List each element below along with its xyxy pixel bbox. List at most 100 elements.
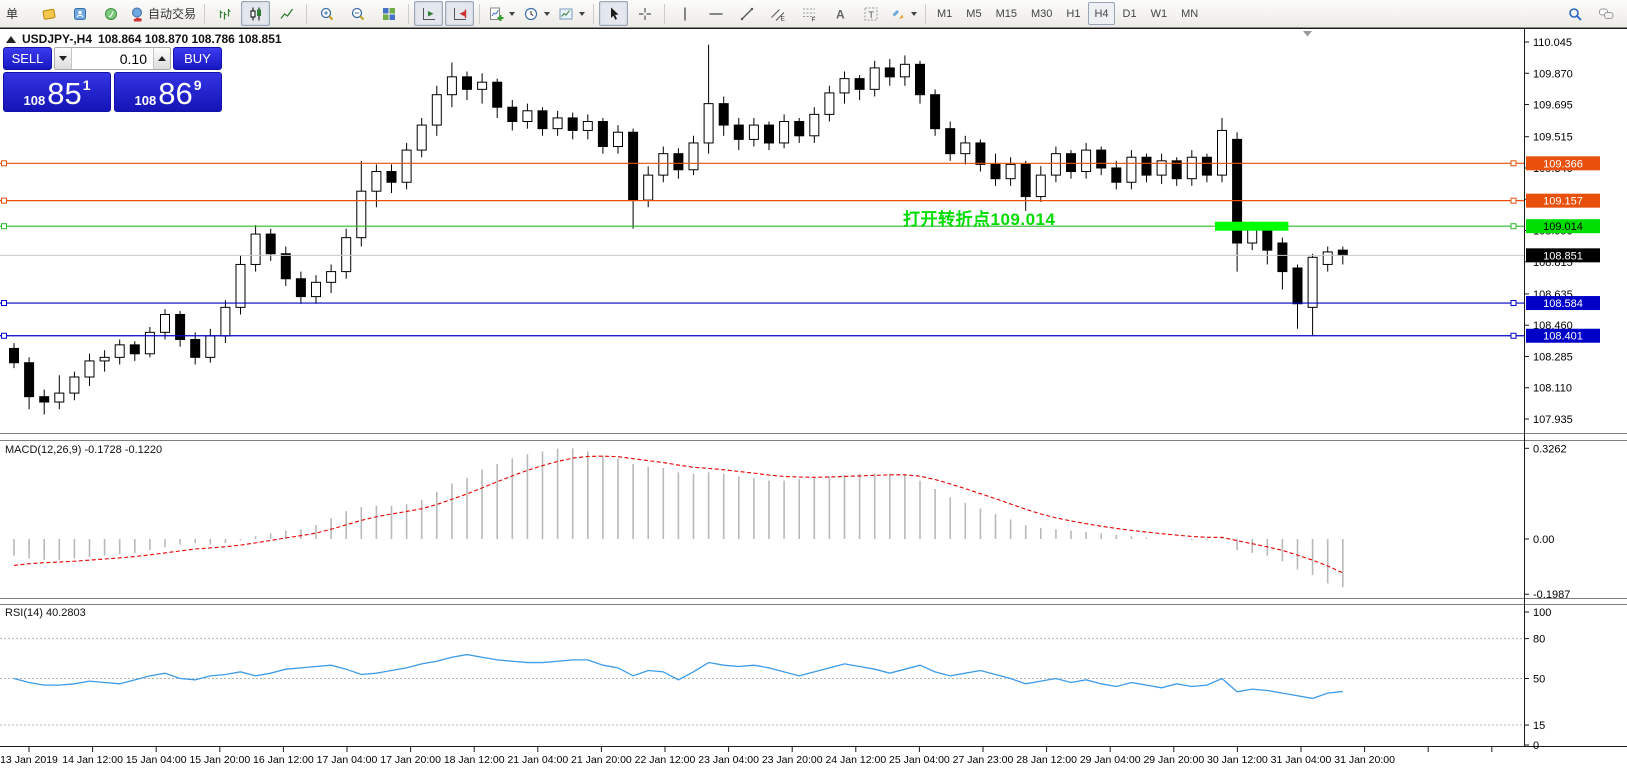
profile-icon — [73, 7, 86, 20]
timeframe-m15-button[interactable]: M15 — [995, 7, 1017, 20]
candle — [160, 313, 170, 333]
buy-price-button[interactable]: 108 86 9 — [114, 72, 222, 112]
buy-button[interactable]: BUY — [173, 47, 222, 70]
macd-scale[interactable]: 0.3262 0.00 -0.1987 — [1524, 443, 1570, 601]
price-line-109.366[interactable] — [0, 160, 1524, 167]
svg-text:109.014: 109.014 — [1543, 221, 1583, 233]
equidistant-channel-button[interactable]: E — [763, 1, 792, 26]
zoom-in-button[interactable] — [312, 1, 341, 26]
new-order-button[interactable]: 单 — [6, 7, 19, 21]
timeframe-m5-button[interactable]: M5 — [966, 7, 982, 20]
expand-panel-triangle-icon[interactable] — [6, 35, 16, 43]
templates-button[interactable] — [555, 1, 588, 26]
candle — [733, 124, 744, 140]
candle — [658, 153, 669, 176]
text-label-button[interactable]: T — [856, 1, 885, 26]
candle — [356, 190, 367, 239]
candlestick-chart-button[interactable] — [241, 1, 271, 26]
market-watch-button[interactable] — [65, 1, 94, 26]
price-line-108.584[interactable] — [0, 300, 1524, 307]
price-line-108.401[interactable] — [0, 332, 1524, 339]
line-handle[interactable] — [1510, 197, 1517, 204]
svg-text:109.870: 109.870 — [1533, 68, 1573, 80]
svg-text:23 Jan 20:00: 23 Jan 20:00 — [762, 754, 823, 766]
price-line-109.014[interactable] — [0, 223, 1524, 230]
time-scale[interactable]: 13 Jan 2019 14 Jan 12:00 15 Jan 04:00 15 Ja… — [0, 747, 1493, 766]
line-handle[interactable] — [1, 160, 7, 167]
auto-trading-button-label: 自动交易 — [148, 7, 197, 21]
line-handle[interactable] — [1510, 223, 1517, 230]
sell-button[interactable]: SELL — [3, 47, 52, 70]
auto-scroll-button[interactable] — [414, 1, 444, 26]
candle — [1217, 129, 1227, 176]
turning-point-annotation[interactable]: 打开转折点109.014 — [903, 210, 1056, 229]
sell-price-button[interactable]: 108 85 1 — [3, 72, 111, 112]
candle — [401, 149, 412, 183]
timeframe-h1-button[interactable]: H1 — [1066, 7, 1081, 20]
line-handle[interactable] — [1, 197, 7, 204]
autotrade-icon — [132, 7, 142, 21]
crosshair-button[interactable] — [630, 1, 659, 26]
svg-text:F: F — [811, 16, 815, 22]
line-handle[interactable] — [1, 223, 7, 230]
trendline-button[interactable] — [732, 1, 761, 26]
zoom-out-button[interactable] — [343, 1, 372, 26]
fibonacci-button[interactable]: F — [794, 1, 823, 26]
timeframe-m1-button[interactable]: M1 — [937, 7, 953, 20]
chart-shift-marker-icon[interactable] — [1303, 31, 1312, 37]
candle — [1005, 163, 1016, 180]
symbol-period-label: USDJPY-,H4 — [22, 32, 93, 46]
candle — [990, 163, 1001, 180]
candle — [794, 121, 805, 137]
svg-text:108.110: 108.110 — [1533, 383, 1572, 395]
periods-button[interactable] — [520, 1, 553, 26]
spin-down-icon — [59, 56, 67, 61]
timeframe-h4-button[interactable]: H4 — [1088, 2, 1115, 25]
vertical-line-button[interactable] — [670, 1, 699, 26]
signals-button[interactable] — [96, 1, 125, 26]
line-handle[interactable] — [1, 332, 7, 339]
line-handle[interactable] — [1, 300, 7, 307]
cursor-button[interactable] — [599, 1, 629, 26]
line-handle[interactable] — [1510, 332, 1517, 339]
line-handle[interactable] — [1510, 300, 1517, 307]
line-handle[interactable] — [1510, 160, 1517, 167]
search-button[interactable] — [1560, 1, 1589, 26]
svg-text:27 Jan 23:00: 27 Jan 23:00 — [953, 754, 1014, 766]
text-button[interactable]: A — [825, 1, 854, 26]
turning-point-highlight[interactable] — [1215, 221, 1289, 231]
candle — [54, 392, 65, 403]
candle — [899, 63, 910, 78]
community-chat-button[interactable] — [1591, 1, 1620, 26]
volume-decrease-button[interactable] — [55, 48, 72, 69]
svg-text:109.157: 109.157 — [1543, 196, 1583, 208]
timeframe-m30-button[interactable]: M30 — [1030, 7, 1053, 20]
svg-text:0.3262: 0.3262 — [1533, 443, 1567, 455]
volume-increase-button[interactable] — [153, 48, 170, 69]
toolbar-separator — [204, 3, 206, 24]
price-line-109.157[interactable] — [0, 197, 1524, 204]
rsi-scale[interactable]: 100 80 50 15 0 — [1524, 607, 1551, 752]
bar-chart-button[interactable] — [210, 1, 239, 26]
indicators-button[interactable] — [485, 1, 518, 26]
candle — [522, 110, 533, 123]
svg-text:31 Jan 20:00: 31 Jan 20:00 — [1334, 754, 1395, 766]
linechart-icon — [280, 8, 293, 19]
arrows-button[interactable] — [887, 1, 920, 26]
candle — [1322, 251, 1333, 265]
tile-windows-button[interactable] — [374, 1, 403, 26]
timeframe-d1-button[interactable]: D1 — [1122, 7, 1137, 20]
line-chart-button[interactable] — [272, 1, 301, 26]
timeframe-mn-button[interactable]: MN — [1181, 7, 1199, 20]
auto-trading-button[interactable]: 自动交易 — [127, 1, 199, 26]
volume-input[interactable]: 0.10 — [72, 48, 153, 69]
svg-text:17 Jan 20:00: 17 Jan 20:00 — [380, 754, 441, 766]
chart-shift-button[interactable] — [445, 1, 475, 26]
candle — [930, 94, 941, 130]
svg-text:16 Jan 12:00: 16 Jan 12:00 — [253, 754, 314, 766]
chart-list-button[interactable] — [34, 1, 63, 26]
timeframe-w1-button[interactable]: W1 — [1150, 7, 1168, 20]
toolbar-separator — [925, 3, 927, 24]
horizontal-line-button[interactable] — [701, 1, 730, 26]
